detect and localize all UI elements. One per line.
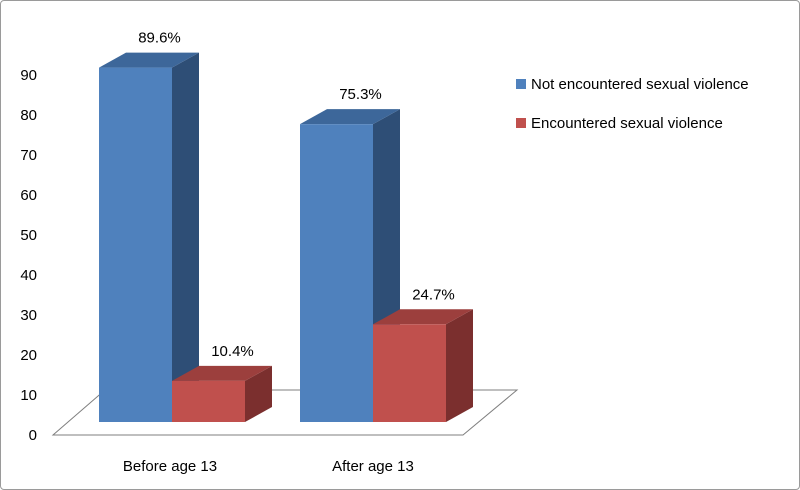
legend: Not encountered sexual violence Encounter… [516,76,749,132]
bar [300,109,400,422]
bar-side [172,52,199,423]
y-tick-label: 90 [20,67,37,84]
data-label: 75.3% [339,86,382,103]
bar-top [99,52,199,68]
legend-label: Encountered sexual violence [531,115,723,132]
y-tick-label: 0 [29,427,37,444]
y-tick-label: 30 [20,307,37,324]
y-tick-label: 70 [20,147,37,164]
legend-swatch [516,118,526,128]
y-tick-label: 60 [20,187,37,204]
bar-top [172,365,272,381]
bar-front [300,124,373,422]
bar [99,52,199,423]
x-tick-label: After age 13 [332,458,414,475]
data-label: 24.7% [412,286,455,303]
legend-swatch [516,79,526,89]
legend-item: Not encountered sexual violence [516,76,749,93]
y-tick-label: 40 [20,267,37,284]
floor-outline [51,389,519,436]
y-tick-label: 50 [20,227,37,244]
y-tick-label: 20 [20,347,37,364]
y-tick-label: 80 [20,107,37,124]
legend-label: Not encountered sexual violence [531,76,749,93]
bar-top [300,109,400,125]
data-labels: 89.6% 10.4% 75.3% 24.7% [138,30,455,360]
x-tick-label: Before age 13 [123,458,217,475]
bar-side [446,309,473,422]
bar [373,309,473,422]
data-label: 10.4% [211,343,254,360]
bar-side [245,365,272,422]
chart-floor [51,389,519,436]
legend-item: Encountered sexual violence [516,115,723,132]
bar [172,365,272,422]
bar-front [373,324,446,422]
bars [99,52,473,423]
bar-front [99,67,172,423]
bar-front [172,380,245,422]
data-label: 89.6% [138,30,181,47]
y-axis: 0 10 20 30 40 50 60 70 80 90 [20,67,37,444]
bar-top [373,309,473,325]
x-axis: Before age 13 After age 13 [123,458,414,475]
y-tick-label: 10 [20,387,37,404]
